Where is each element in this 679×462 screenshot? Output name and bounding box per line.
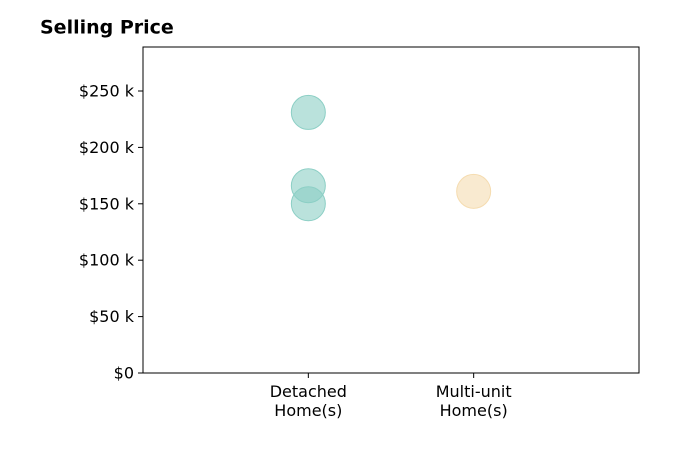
y-tick-label: $200 k	[79, 138, 135, 157]
point	[456, 173, 492, 209]
x-tick-label: Multi-unit Home(s)	[435, 382, 512, 420]
y-tick-label: $0	[114, 364, 134, 383]
y-tick-label: $50 k	[89, 307, 135, 326]
chart-title: Selling Price	[40, 17, 174, 39]
x-tick-label: Detached Home(s)	[269, 382, 347, 420]
plot-frame	[142, 46, 640, 374]
point	[290, 94, 326, 130]
y-tick-label: $100 k	[79, 251, 135, 270]
y-tick-label: $150 k	[79, 194, 135, 213]
point	[290, 186, 326, 222]
y-tick-label: $250 k	[79, 81, 135, 100]
